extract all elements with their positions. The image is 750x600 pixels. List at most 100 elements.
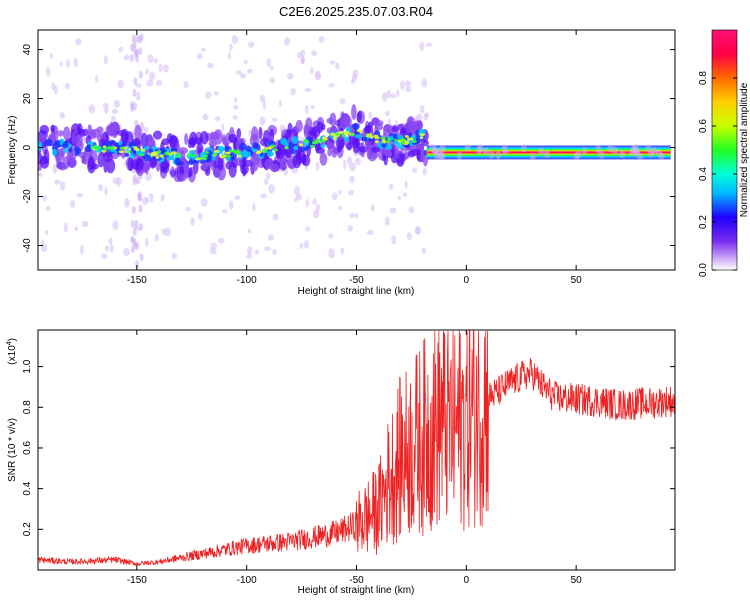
- snr-multiplier-exp: 4: [6, 341, 13, 345]
- spectral-peak: [232, 149, 239, 153]
- spectral-speckle: [221, 209, 228, 214]
- spectral-peak: [133, 147, 140, 151]
- spectral-core: [63, 148, 68, 154]
- spectral-energy: [358, 146, 369, 153]
- spectral-speckle: [269, 77, 275, 84]
- snr-frame: [37, 329, 676, 571]
- spectral-speckle: [419, 41, 425, 51]
- spectral-core: [199, 159, 206, 165]
- spectral-peak: [102, 145, 107, 149]
- spectral-speckle: [269, 66, 274, 71]
- spectral-energy: [240, 164, 249, 175]
- carrier-sideband: [581, 147, 588, 156]
- y-tick-label: 0.8: [22, 400, 33, 414]
- spectral-peak: [273, 148, 278, 152]
- spectral-speckle: [328, 248, 335, 259]
- spectral-speckle: [349, 162, 356, 172]
- spectral-speckle: [147, 54, 154, 64]
- colorbar-ticks: 0.0 0.2 0.4 0.6 0.8: [698, 71, 737, 277]
- spectral-speckle: [213, 91, 220, 96]
- spectral-speckle: [38, 172, 43, 178]
- spectral-peak: [374, 140, 380, 144]
- spectral-speckle: [314, 70, 322, 81]
- spectral-speckle: [304, 104, 309, 115]
- spectral-speckle: [400, 80, 405, 91]
- spectral-speckle: [185, 206, 192, 212]
- spectral-speckle: [295, 192, 302, 201]
- spectral-core: [397, 144, 404, 150]
- spectral-peak: [404, 134, 409, 138]
- spectral-speckle: [300, 56, 305, 64]
- spectral-core: [361, 136, 368, 142]
- spectral-speckle: [384, 216, 391, 227]
- spectral-peak: [118, 150, 125, 154]
- spectral-peak: [213, 153, 217, 157]
- spectral-speckle: [388, 183, 394, 190]
- spectral-energy: [225, 161, 232, 170]
- spectral-speckle: [385, 110, 390, 117]
- spectral-speckle: [328, 83, 335, 88]
- spectral-speckle: [397, 195, 402, 200]
- spectral-peak: [103, 148, 108, 152]
- spectral-energy: [352, 139, 360, 154]
- spectral-speckle: [335, 62, 340, 70]
- spectral-speckle: [205, 91, 212, 99]
- spectral-peak: [150, 152, 156, 156]
- spectral-peak: [382, 140, 386, 144]
- carrier-sideband: [477, 144, 484, 153]
- spectral-speckle: [44, 229, 49, 236]
- y-tick-label: -20: [22, 189, 33, 204]
- spectral-energy: [295, 119, 303, 133]
- spectral-energy: [305, 117, 313, 132]
- spectral-speckle: [63, 222, 68, 233]
- spectral-speckle: [108, 237, 113, 245]
- spectral-peak: [255, 151, 261, 155]
- spectral-peak: [205, 150, 209, 154]
- spectral-energy: [325, 135, 335, 150]
- spectral-peak: [106, 146, 113, 150]
- spectral-speckle: [402, 192, 407, 198]
- spectral-speckle: [311, 50, 318, 57]
- spectral-speckle: [355, 157, 361, 166]
- spectral-energy: [137, 158, 144, 171]
- x-tick-label: -50: [349, 575, 364, 586]
- y-tick-label: 0.6: [22, 441, 33, 455]
- spectral-core: [354, 133, 362, 139]
- carrier-sideband: [632, 143, 639, 152]
- spectral-peak: [97, 145, 101, 149]
- spectral-speckle: [340, 247, 344, 255]
- spectral-speckle: [54, 179, 61, 185]
- spectral-speckle: [64, 82, 70, 90]
- spectral-speckle: [245, 254, 253, 259]
- spectral-speckle: [328, 233, 334, 239]
- spectral-energy: [109, 123, 118, 136]
- spectral-peak: [94, 148, 99, 152]
- spectral-speckle: [271, 117, 278, 123]
- spectral-speckle: [132, 227, 137, 236]
- carrier-sideband: [520, 144, 527, 153]
- spectral-speckle: [136, 91, 141, 101]
- spectral-speckle: [221, 123, 225, 132]
- spectral-core: [143, 145, 150, 151]
- spectral-peak: [224, 151, 231, 155]
- spectral-speckle: [129, 53, 134, 62]
- spectral-speckle: [197, 212, 203, 221]
- spectrogram-ylabel: Frequency (Hz): [7, 116, 18, 185]
- spectral-speckle: [45, 67, 51, 77]
- spectral-speckle: [103, 54, 108, 65]
- spectral-speckle: [349, 212, 355, 219]
- spectral-speckle: [232, 115, 238, 120]
- spectral-peak: [332, 137, 337, 141]
- spectral-speckle: [138, 70, 143, 79]
- spectral-peak: [237, 150, 241, 154]
- spectral-energy: [62, 126, 71, 141]
- spectral-peak: [90, 146, 96, 150]
- spectral-speckle: [148, 193, 154, 199]
- spectral-peak: [238, 154, 242, 158]
- spectral-speckle: [227, 51, 231, 60]
- spectral-speckle: [329, 60, 335, 65]
- spectral-core: [144, 154, 151, 162]
- spectral-peak: [397, 139, 401, 143]
- spectral-speckle: [139, 253, 144, 262]
